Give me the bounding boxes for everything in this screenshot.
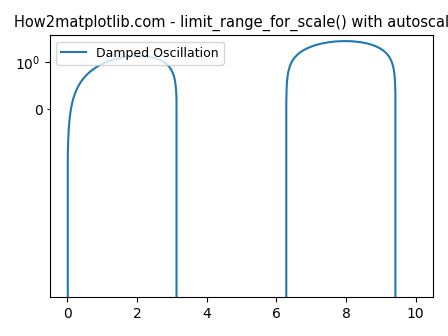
Title: How2matplotlib.com - limit_range_for_scale() with autoscale(): How2matplotlib.com - limit_range_for_sca…	[14, 15, 448, 31]
Damped Oscillation	[343, 39, 348, 43]
Damped Oscillation	[304, 47, 309, 51]
Line: Damped Oscillation: Damped Oscillation	[68, 41, 416, 336]
Legend: Damped Oscillation: Damped Oscillation	[56, 42, 224, 65]
Damped Oscillation	[343, 39, 348, 43]
Damped Oscillation	[100, 61, 106, 66]
Damped Oscillation	[336, 39, 342, 43]
